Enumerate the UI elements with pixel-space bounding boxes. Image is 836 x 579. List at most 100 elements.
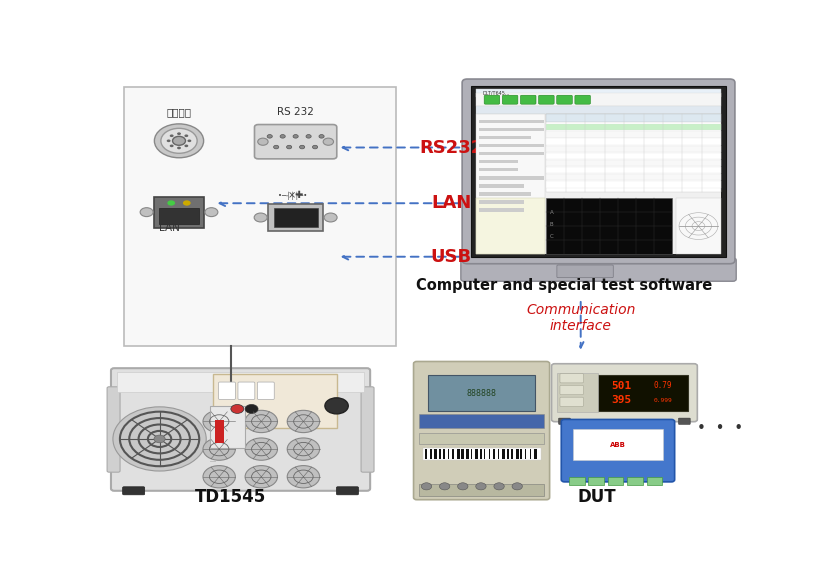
Text: DUT: DUT [578, 489, 616, 507]
FancyBboxPatch shape [123, 487, 145, 495]
Circle shape [231, 405, 244, 413]
FancyBboxPatch shape [484, 449, 486, 459]
FancyBboxPatch shape [679, 418, 691, 424]
FancyBboxPatch shape [476, 89, 721, 254]
FancyBboxPatch shape [569, 478, 584, 485]
FancyBboxPatch shape [428, 375, 535, 412]
FancyBboxPatch shape [430, 449, 432, 459]
FancyBboxPatch shape [361, 387, 374, 472]
FancyBboxPatch shape [461, 258, 737, 281]
Circle shape [170, 145, 174, 147]
FancyBboxPatch shape [521, 96, 536, 104]
FancyBboxPatch shape [479, 177, 531, 179]
FancyBboxPatch shape [507, 449, 509, 459]
FancyBboxPatch shape [268, 204, 323, 230]
FancyBboxPatch shape [547, 160, 721, 166]
Circle shape [203, 466, 236, 488]
FancyBboxPatch shape [547, 181, 721, 188]
Text: LAN: LAN [159, 223, 180, 233]
FancyBboxPatch shape [238, 382, 255, 400]
FancyBboxPatch shape [547, 167, 721, 173]
FancyBboxPatch shape [257, 382, 274, 400]
FancyBboxPatch shape [479, 120, 543, 123]
FancyBboxPatch shape [457, 449, 460, 459]
Circle shape [205, 208, 218, 217]
Text: RS 232: RS 232 [278, 107, 314, 117]
FancyBboxPatch shape [479, 185, 531, 188]
Text: 501: 501 [611, 381, 631, 391]
FancyBboxPatch shape [547, 198, 672, 254]
FancyBboxPatch shape [547, 113, 721, 192]
Circle shape [268, 134, 273, 138]
Text: C: C [550, 234, 553, 239]
FancyBboxPatch shape [434, 449, 437, 459]
FancyBboxPatch shape [107, 387, 120, 472]
FancyBboxPatch shape [521, 449, 522, 459]
Text: •─┤│├─•: •─┤│├─• [278, 191, 307, 200]
FancyBboxPatch shape [479, 160, 543, 163]
Circle shape [512, 483, 522, 490]
Text: TD1545: TD1545 [196, 489, 267, 507]
FancyBboxPatch shape [475, 449, 477, 459]
Circle shape [172, 137, 186, 145]
FancyBboxPatch shape [493, 449, 495, 459]
FancyBboxPatch shape [547, 174, 721, 181]
FancyBboxPatch shape [213, 374, 337, 428]
Circle shape [183, 200, 191, 206]
FancyBboxPatch shape [476, 198, 544, 254]
FancyBboxPatch shape [598, 375, 688, 411]
Circle shape [245, 466, 278, 488]
FancyBboxPatch shape [573, 430, 663, 460]
FancyBboxPatch shape [480, 449, 482, 459]
FancyBboxPatch shape [218, 382, 236, 400]
Circle shape [177, 146, 181, 149]
Text: RS232: RS232 [419, 138, 483, 156]
Text: 0.79: 0.79 [653, 382, 672, 390]
FancyBboxPatch shape [608, 478, 624, 485]
FancyBboxPatch shape [476, 89, 721, 97]
FancyBboxPatch shape [336, 487, 359, 495]
FancyBboxPatch shape [557, 373, 599, 412]
Circle shape [245, 405, 258, 413]
FancyBboxPatch shape [479, 136, 517, 140]
Text: •  •  •: • • • [697, 421, 743, 436]
Text: B: B [550, 222, 553, 227]
Circle shape [440, 483, 450, 490]
FancyBboxPatch shape [561, 419, 675, 482]
Text: ⨯✚: ⨯✚ [288, 190, 303, 200]
FancyBboxPatch shape [547, 124, 721, 130]
Circle shape [288, 438, 319, 460]
FancyBboxPatch shape [479, 152, 517, 155]
Circle shape [203, 438, 236, 460]
FancyBboxPatch shape [484, 96, 500, 104]
FancyBboxPatch shape [476, 113, 544, 254]
Circle shape [161, 129, 197, 153]
Circle shape [273, 145, 278, 149]
Text: interface: interface [550, 319, 612, 333]
FancyBboxPatch shape [273, 208, 318, 227]
FancyBboxPatch shape [117, 372, 364, 392]
FancyBboxPatch shape [502, 449, 505, 459]
FancyBboxPatch shape [479, 208, 531, 211]
Circle shape [166, 140, 171, 142]
FancyBboxPatch shape [534, 449, 537, 459]
FancyBboxPatch shape [420, 414, 543, 428]
FancyBboxPatch shape [439, 449, 441, 459]
FancyBboxPatch shape [497, 449, 499, 459]
FancyBboxPatch shape [547, 153, 721, 159]
FancyBboxPatch shape [462, 79, 735, 264]
Text: Communication: Communication [526, 303, 635, 317]
Circle shape [476, 483, 486, 490]
FancyBboxPatch shape [647, 478, 662, 485]
FancyBboxPatch shape [552, 364, 697, 422]
Circle shape [288, 466, 319, 488]
FancyBboxPatch shape [558, 418, 570, 424]
FancyBboxPatch shape [479, 200, 531, 204]
Circle shape [254, 213, 268, 222]
Circle shape [299, 145, 304, 149]
FancyBboxPatch shape [479, 192, 517, 196]
FancyBboxPatch shape [560, 386, 584, 395]
Circle shape [140, 208, 153, 217]
FancyBboxPatch shape [461, 449, 464, 459]
Circle shape [185, 145, 188, 147]
